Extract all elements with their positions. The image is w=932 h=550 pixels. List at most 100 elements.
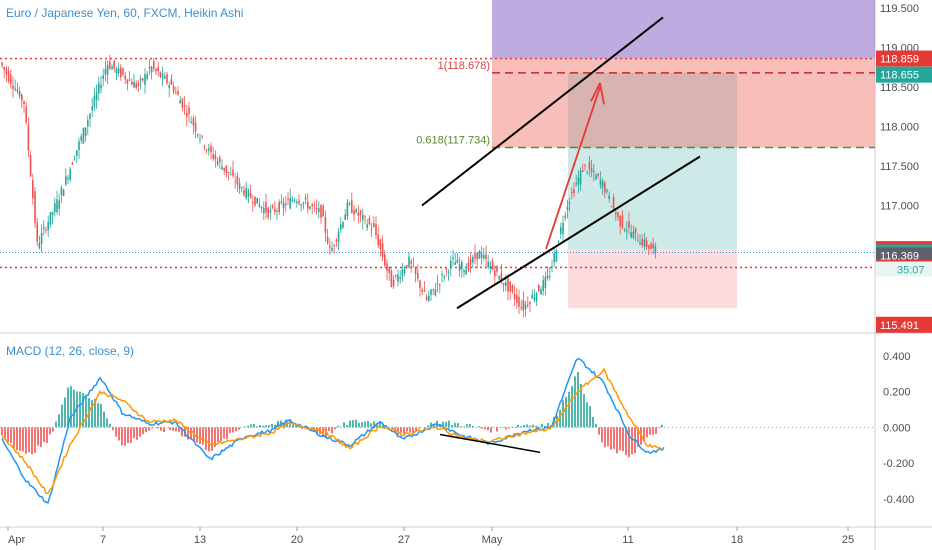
histogram-bar — [226, 427, 228, 440]
candle-body — [274, 208, 276, 212]
candle-body — [27, 124, 30, 151]
candle-body — [386, 263, 388, 271]
candle-body — [179, 100, 181, 104]
candle-body — [584, 164, 586, 166]
fib-label: 1(118.678) — [438, 60, 490, 72]
histogram-bar — [628, 427, 630, 458]
histogram-bar — [292, 424, 294, 428]
candle-body — [377, 234, 379, 246]
candle-body — [287, 198, 289, 200]
histogram-bar — [55, 421, 57, 428]
candle-body — [430, 289, 432, 295]
candle-body — [458, 264, 461, 271]
candle-body — [91, 106, 93, 111]
candle-body — [56, 199, 58, 213]
candle-body — [531, 294, 533, 299]
candle-body — [67, 177, 69, 180]
candle-body — [439, 284, 441, 286]
candle-body — [150, 66, 153, 73]
histogram-bar — [337, 425, 339, 428]
candle-body — [379, 239, 382, 249]
histogram-bar — [406, 427, 408, 432]
candle-body — [337, 232, 340, 242]
candle-body — [480, 253, 483, 259]
candle-body — [604, 182, 606, 193]
histogram-bar — [79, 391, 81, 428]
candle-body — [645, 240, 648, 247]
histogram-bar — [223, 427, 225, 439]
channel-upper-line — [421, 16, 664, 207]
candle-body — [634, 227, 637, 233]
candle-body — [320, 204, 322, 218]
candle-body — [335, 239, 338, 242]
candle-body — [78, 141, 80, 151]
candle-body — [7, 71, 10, 82]
candle-body — [269, 210, 272, 213]
histogram-bar — [367, 421, 369, 428]
candle-body — [32, 180, 34, 199]
histogram-bar — [649, 427, 651, 435]
histogram-bar — [160, 427, 162, 431]
candle-body — [267, 207, 269, 218]
candle-body — [340, 224, 342, 230]
candle-body — [342, 222, 344, 228]
candle-body — [346, 202, 349, 217]
candle-body — [175, 92, 177, 94]
candle-body — [135, 83, 137, 88]
histogram-bar — [442, 421, 444, 428]
candle-body — [73, 159, 76, 161]
histogram-bar — [514, 427, 516, 428]
candle-body — [227, 171, 230, 174]
candle-body — [612, 197, 615, 209]
histogram-bar — [169, 427, 171, 431]
histogram-bar — [178, 427, 180, 432]
candle-body — [560, 227, 562, 234]
candle-body — [124, 75, 126, 80]
histogram-bar — [112, 427, 114, 431]
countdown-label: 35:07 — [897, 265, 925, 277]
macd-tick-label: 0.000 — [883, 422, 911, 434]
candle-body — [95, 91, 98, 101]
histogram-bar — [214, 427, 216, 447]
candle-body — [579, 170, 582, 185]
histogram-bar — [202, 427, 204, 445]
candle-body — [263, 208, 265, 214]
candle-body — [562, 222, 564, 235]
candle-body — [421, 289, 423, 292]
histogram-bar — [196, 427, 198, 443]
histogram-bar — [358, 422, 360, 428]
histogram-bar — [19, 427, 21, 451]
candle-body — [401, 269, 404, 277]
candle-body — [518, 296, 520, 307]
candle-body — [111, 66, 113, 70]
histogram-bar — [424, 427, 426, 430]
candle-body — [331, 247, 333, 252]
candle-body — [641, 239, 643, 246]
candle-body — [102, 75, 104, 79]
candle-body — [399, 277, 401, 279]
histogram-bar — [472, 425, 474, 428]
price-tag-label: 115.491 — [880, 320, 919, 332]
histogram-bar — [400, 427, 402, 433]
candle-body — [483, 255, 485, 259]
candle-body — [381, 243, 384, 258]
histogram-bar — [562, 400, 564, 428]
candle-body — [43, 227, 45, 230]
histogram-bar — [277, 420, 279, 428]
histogram-bar — [10, 427, 12, 443]
histogram-bar — [379, 420, 381, 428]
candle-body — [23, 101, 25, 105]
candle-body — [469, 258, 472, 265]
histogram-bar — [328, 427, 330, 432]
candle-body — [450, 260, 452, 268]
candle-body — [568, 202, 571, 204]
x-tick-label: 18 — [731, 534, 743, 546]
candle-body — [10, 74, 12, 85]
histogram-bar — [49, 427, 51, 435]
histogram-bar — [148, 427, 150, 431]
histogram-bar — [85, 396, 87, 428]
candle-body — [133, 81, 135, 88]
histogram-bar — [1, 427, 3, 436]
candle-body — [375, 223, 377, 236]
